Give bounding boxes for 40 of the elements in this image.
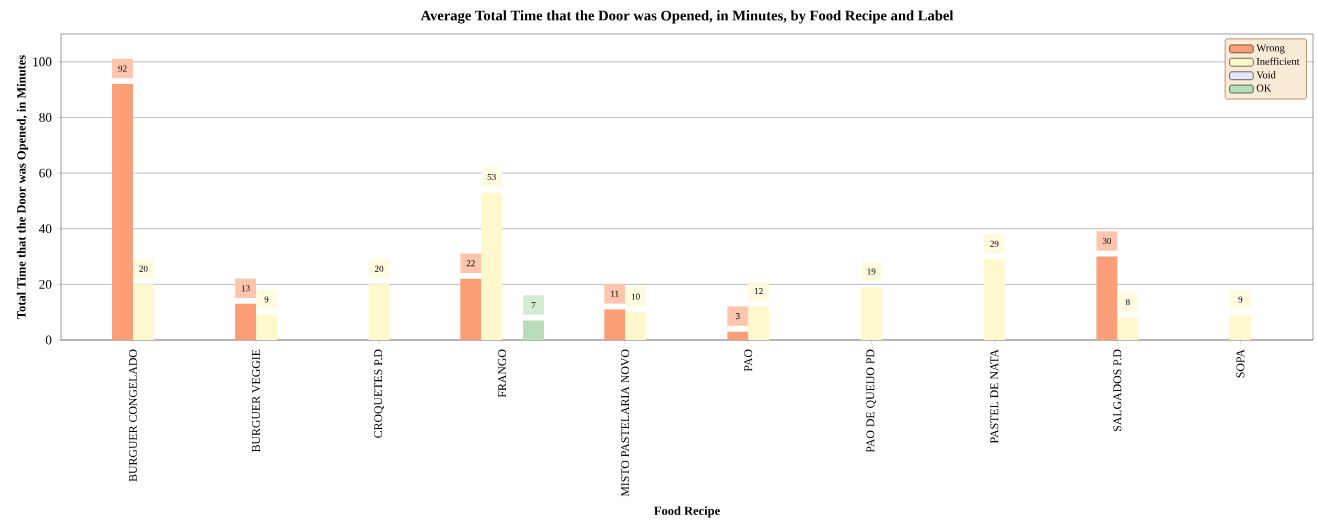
- legend-label: OK: [1256, 84, 1272, 92]
- data-label: 9: [1238, 296, 1243, 303]
- legend-label: Inefficient: [1256, 57, 1300, 65]
- data-label: 7: [531, 301, 536, 308]
- data-label: 53: [487, 173, 496, 180]
- data-label: 20: [139, 265, 148, 272]
- x-axis-title: Food Recipe: [654, 506, 720, 518]
- data-label: 3: [735, 313, 740, 320]
- legend-label: Void: [1256, 70, 1276, 79]
- x-tick-label: PAO: [744, 349, 753, 372]
- y-axis-title: Total Time that the Door was Opened, in Minutes: [16, 55, 29, 319]
- data-label: 22: [466, 260, 475, 267]
- data-label: 11: [611, 290, 619, 297]
- x-tick-label: PAO DE QUEIJO PD: [866, 349, 877, 453]
- data-label: 12: [754, 288, 763, 294]
- data-label: 92: [118, 65, 127, 72]
- data-label: 10: [631, 293, 640, 300]
- y-tick-label: 20: [39, 279, 52, 289]
- legend-label: Wrong: [1256, 44, 1285, 54]
- x-tick-label: FRANGO: [498, 349, 507, 398]
- y-tick-label: 40: [39, 224, 52, 234]
- data-label: 8: [1125, 299, 1130, 306]
- x-tick-label: CROQUETES P.D: [374, 349, 384, 438]
- y-tick-label: 100: [33, 57, 52, 67]
- chart-title: Average Total Time that the Door was Opened, in Minutes, by Food Recipe and Label: [420, 10, 954, 24]
- x-tick-label: SOPA: [1236, 349, 1245, 378]
- y-tick-label: 80: [39, 112, 52, 122]
- y-tick-label: 0: [45, 335, 52, 345]
- x-tick-label: BURGUER CONGELADO: [129, 349, 137, 482]
- x-tick-label: PASTEL DE NATA: [990, 349, 999, 444]
- x-tick-label: SALGADOS P.D: [1113, 349, 1122, 431]
- data-label: 30: [1102, 237, 1112, 244]
- data-label: 9: [264, 296, 269, 303]
- data-label: 13: [241, 285, 250, 292]
- x-tick-label: MISTO PASTELARIA NOVO: [621, 349, 630, 497]
- data-label: 20: [374, 265, 384, 272]
- x-tick-label: BURGUER VEGGIE: [252, 349, 261, 452]
- data-label: 19: [867, 268, 876, 275]
- data-label: 29: [990, 240, 999, 247]
- y-tick-label: 60: [39, 168, 52, 178]
